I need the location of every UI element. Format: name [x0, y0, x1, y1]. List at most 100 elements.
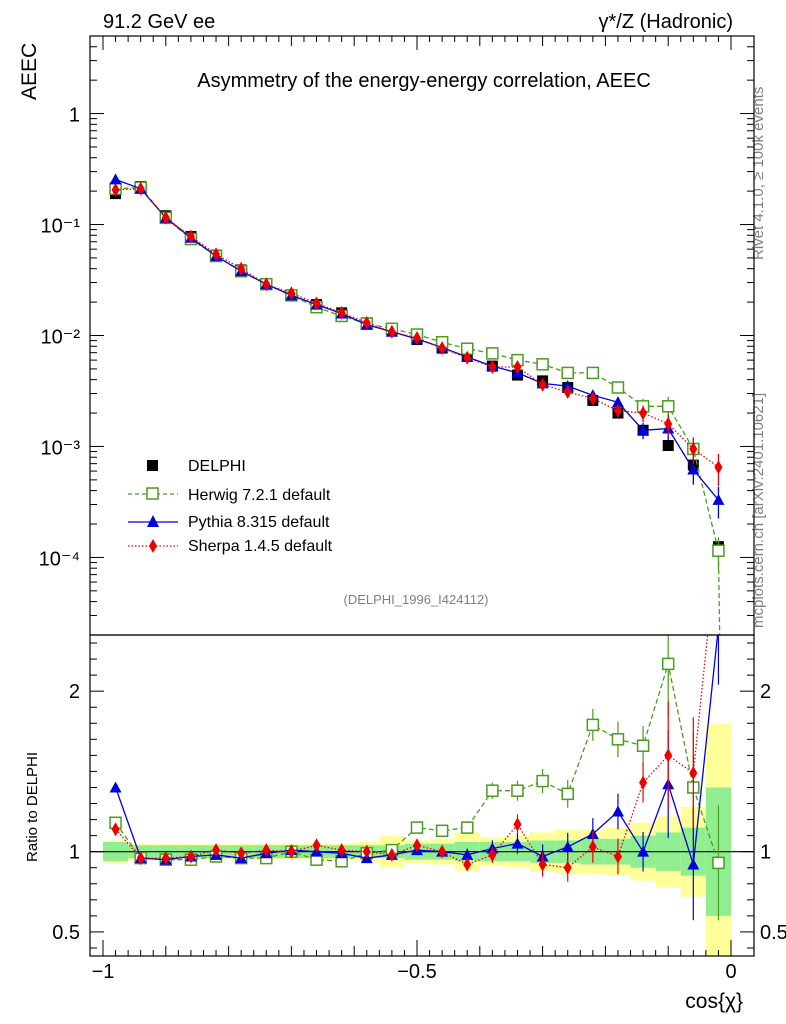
- ratio-ticks: 0.5 0.5 1 1 2 2 −1 −0.5 0: [52, 642, 786, 983]
- herwig-point: [611, 381, 625, 394]
- data-point: [662, 440, 674, 452]
- herwig-point: [460, 821, 474, 834]
- sherpa-point: [664, 416, 673, 431]
- y-tick-label: 1: [69, 105, 80, 127]
- rivet-label: Rivet 4.1.0, ≥ 100k events: [750, 87, 767, 260]
- x-tick-label: −1: [92, 961, 115, 983]
- sherpa-point: [639, 406, 648, 421]
- sherpa-point: [337, 305, 346, 320]
- sherpa-point: [136, 181, 145, 196]
- herwig-point: [636, 739, 650, 752]
- sherpa-point: [488, 360, 497, 375]
- legend-label-sherpa: Sherpa 1.4.5 default: [188, 538, 333, 555]
- sherpa-point: [438, 844, 447, 859]
- herwig-point: [661, 400, 675, 413]
- sherpa-point: [413, 330, 421, 345]
- x-tick-label: −0.5: [397, 961, 436, 983]
- sherpa-point: [136, 851, 145, 866]
- ratio-series-clip: [109, 635, 725, 921]
- sherpa-point: [362, 844, 371, 859]
- sherpa-point: [689, 441, 698, 456]
- energy-label: 91.2 GeV ee: [103, 11, 215, 33]
- pythia-point: [109, 781, 122, 793]
- sherpa-point: [488, 847, 497, 862]
- sherpa-point: [237, 261, 246, 276]
- ratio-y-tick-label-right: 2: [760, 681, 771, 703]
- sherpa-ratio-line: [115, 635, 709, 869]
- sherpa-point: [186, 229, 195, 244]
- herwig-point: [561, 366, 574, 380]
- legend-entry-sherpa: Sherpa 1.4.5 default: [128, 538, 333, 555]
- y-tick-label: 10⁻²: [41, 327, 81, 349]
- sherpa-point: [287, 844, 296, 859]
- sherpa-point: [312, 838, 321, 853]
- pythia-marker-icon: [147, 515, 159, 527]
- sherpa-point: [588, 391, 597, 406]
- delphi-marker-icon: [147, 460, 158, 471]
- sherpa-point: [588, 839, 597, 854]
- herwig-point: [511, 784, 524, 797]
- y-tick-label: 10⁻⁴: [39, 548, 80, 570]
- pythia-point: [511, 837, 524, 849]
- herwig-point: [561, 787, 574, 801]
- legend-entry-herwig: Herwig 7.2.1 default: [128, 487, 331, 504]
- herwig-point: [410, 821, 424, 834]
- sherpa-marker-icon: [149, 539, 157, 553]
- pythia-point: [109, 173, 122, 185]
- sherpa-point: [563, 860, 572, 875]
- herwig-point: [712, 544, 725, 557]
- pythia-point: [637, 424, 650, 436]
- sherpa-point: [212, 247, 221, 262]
- chart-title: Asymmetry of the energy-energy correlati…: [197, 70, 651, 92]
- sherpa-point: [287, 286, 296, 301]
- sherpa-point: [664, 748, 673, 763]
- pythia-point: [637, 845, 650, 857]
- sherpa-point: [613, 403, 622, 418]
- sherpa-line: [115, 188, 719, 468]
- sherpa-point: [613, 849, 622, 864]
- sherpa-point: [212, 843, 221, 858]
- legend: DELPHI Herwig 7.2.1 default Pythia 8.315…: [128, 458, 333, 555]
- sherpa-point: [513, 817, 522, 832]
- sherpa-point: [111, 822, 120, 837]
- ratio-axis-label: Ratio to DELPHI: [24, 752, 41, 862]
- sherpa-point: [513, 360, 522, 375]
- main-panel: 1 10⁻¹ 10⁻² 10⁻³ 10⁻⁴ Asymmetry of the energ…: [18, 35, 755, 636]
- herwig-marker-icon: [146, 487, 159, 500]
- pythia-point: [461, 848, 474, 860]
- sherpa-point: [161, 210, 170, 225]
- herwig-point: [611, 733, 625, 746]
- sherpa-point: [538, 377, 547, 392]
- legend-label-delphi: DELPHI: [188, 458, 246, 475]
- herwig-point: [586, 718, 600, 732]
- herwig-point: [712, 856, 725, 870]
- pythia-point: [611, 396, 624, 408]
- y-tick-label: 10⁻¹: [41, 216, 81, 238]
- legend-entry-delphi: DELPHI: [147, 458, 246, 475]
- mcplots-label: mcplots.cern.ch [arXiv:2401.10621]: [750, 393, 767, 628]
- ratio-frame: [89, 634, 755, 957]
- pythia-point: [687, 858, 700, 870]
- main-series: [109, 173, 725, 636]
- y-axis-label: AEEC: [18, 43, 41, 100]
- ratio-y-tick-label-right: 1: [760, 842, 771, 864]
- sherpa-point: [387, 847, 396, 862]
- sherpa-point: [538, 857, 547, 872]
- sherpa-point: [312, 296, 321, 311]
- ratio-y-tick-label: 2: [69, 681, 80, 703]
- herwig-point: [536, 358, 549, 371]
- herwig-point: [661, 657, 675, 671]
- sherpa-point: [161, 851, 170, 866]
- sherpa-point: [337, 843, 346, 858]
- sherpa-point: [463, 350, 472, 365]
- sherpa-point: [639, 775, 648, 790]
- x-tick-label: 0: [725, 961, 736, 983]
- sherpa-point: [186, 849, 195, 864]
- ratio-y-tick-label: 0.5: [52, 922, 80, 944]
- sherpa-point: [362, 315, 371, 330]
- sherpa-point: [262, 843, 271, 858]
- legend-label-herwig: Herwig 7.2.1 default: [188, 487, 331, 504]
- legend-entry-pythia: Pythia 8.315 default: [128, 514, 330, 531]
- x-axis-label: cos{χ}: [685, 990, 743, 1013]
